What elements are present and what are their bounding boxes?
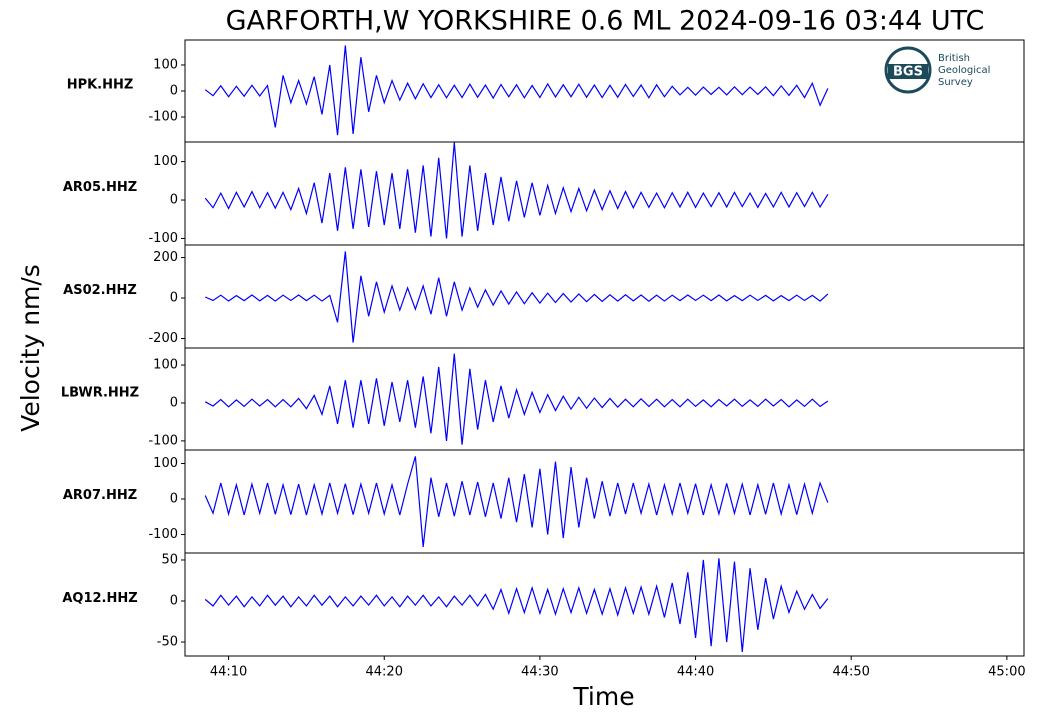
axes-frame <box>184 141 1025 246</box>
y-tick-label: 100 <box>153 456 178 471</box>
station-label: HPK.HHZ <box>67 78 134 93</box>
y-tick-label: -50 <box>157 635 178 650</box>
y-tick-label: 100 <box>153 57 178 72</box>
x-tick-label: 44:10 <box>210 665 247 680</box>
y-tick-label: -100 <box>148 433 178 448</box>
y-tick-label: 0 <box>170 594 178 609</box>
waveform <box>204 353 829 445</box>
y-tick-label: 0 <box>170 395 178 410</box>
logo-text: Survey <box>938 77 973 88</box>
logo-text: British <box>938 53 970 64</box>
axes-frame <box>184 552 1025 657</box>
logo-text: Geological <box>938 65 990 76</box>
station-label: LBWR.HHZ <box>61 386 139 401</box>
x-tick-label: 45:00 <box>988 665 1025 680</box>
y-tick-label: 0 <box>170 291 178 306</box>
y-tick-label: 200 <box>153 250 178 265</box>
axes-frame <box>184 244 1025 349</box>
waveform <box>204 45 829 136</box>
y-tick-label: 0 <box>170 193 178 208</box>
waveform <box>204 456 829 548</box>
waveform <box>204 251 829 343</box>
waveform <box>204 142 829 239</box>
x-tick-label: 44:40 <box>677 665 714 680</box>
waveform <box>204 558 829 652</box>
station-label: AR07.HHZ <box>63 488 137 503</box>
y-tick-label: 100 <box>153 358 178 373</box>
y-tick-label: 0 <box>170 84 178 99</box>
x-tick-label: 44:30 <box>521 665 558 680</box>
y-tick-label: -100 <box>148 527 178 542</box>
y-tick-label: 100 <box>153 154 178 169</box>
x-tick-label: 44:20 <box>366 665 403 680</box>
figure-title: GARFORTH,W YORKSHIRE 0.6 ML 2024-09-16 0… <box>226 6 985 37</box>
logo: BGS British Geological Survey <box>884 46 990 94</box>
station-label: AS02.HHZ <box>63 283 137 298</box>
y-tick-label: 50 <box>161 552 178 567</box>
station-label: AR05.HHZ <box>63 180 137 195</box>
y-axis-label: Velocity nm/s <box>16 264 45 432</box>
x-axis-label: Time <box>572 682 634 711</box>
axes-frame <box>184 449 1025 554</box>
y-tick-label: -100 <box>148 110 178 125</box>
y-tick-label: 0 <box>170 492 178 507</box>
logo-abbr: BGS <box>893 65 923 80</box>
y-tick-label: -100 <box>148 231 178 246</box>
station-label: AQ12.HHZ <box>62 591 137 606</box>
axes-frame <box>184 347 1025 451</box>
y-tick-label: -200 <box>148 331 178 346</box>
logo-band <box>888 64 928 79</box>
x-tick-label: 44:50 <box>832 665 869 680</box>
